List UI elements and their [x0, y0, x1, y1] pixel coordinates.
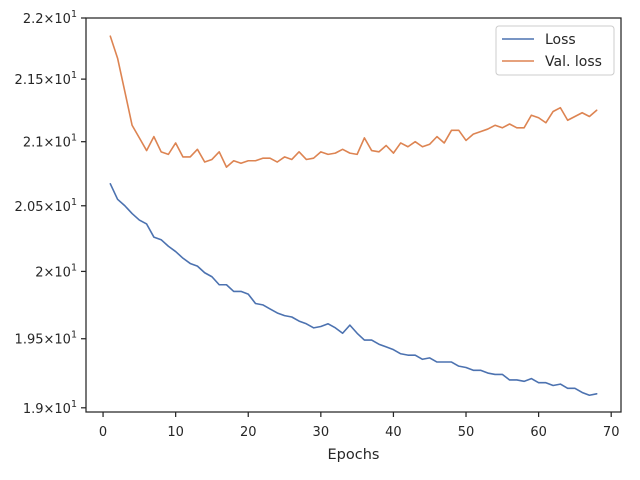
x-tick-label: 10	[167, 425, 184, 440]
plot-area	[86, 18, 621, 412]
x-axis: 0 10 20 30 40 50 60 70	[99, 412, 620, 440]
x-tick-label: 60	[530, 425, 547, 440]
x-tick-label: 30	[313, 425, 330, 440]
y-axis: 1.9×1011.95×1012×1012.05×1012.1×1012.15×…	[15, 9, 86, 417]
y-tick-base: 10	[54, 333, 71, 348]
y-tick-base: 10	[54, 265, 71, 280]
y-tick-label: 2.2×101	[23, 9, 77, 27]
x-axis-title: Epochs	[328, 447, 380, 463]
y-tick-times: ×	[44, 200, 55, 215]
legend: Loss Val. loss	[495, 25, 615, 76]
x-tick-label: 0	[99, 425, 107, 440]
y-tick-mantissa: 2.15	[15, 73, 44, 88]
y-tick-times: ×	[44, 333, 55, 348]
y-tick-times: ×	[44, 136, 55, 151]
y-tick-times: ×	[44, 12, 55, 27]
y-tick-base: 10	[54, 73, 71, 88]
y-tick-mantissa: 1.95	[15, 333, 44, 348]
y-tick-label: 1.9×101	[23, 399, 77, 417]
y-tick-mantissa: 2.05	[15, 200, 44, 215]
y-tick-label: 2.15×101	[15, 70, 77, 88]
y-tick-exponent: 1	[71, 399, 77, 410]
plot-frame	[85, 17, 622, 413]
y-tick-times: ×	[44, 73, 55, 88]
y-tick-label: 1.95×101	[15, 330, 77, 348]
y-tick-mantissa: 1.9	[23, 402, 44, 417]
y-tick-base: 10	[54, 200, 71, 215]
legend-label-val-loss: Val. loss	[545, 54, 602, 70]
series-layer	[109, 35, 598, 397]
series-line-val-loss	[109, 35, 598, 168]
x-tick-label: 70	[603, 425, 620, 440]
y-tick-base: 10	[54, 402, 71, 417]
y-tick-mantissa: 2.1	[23, 136, 44, 151]
y-tick-exponent: 1	[71, 133, 77, 144]
y-tick-exponent: 1	[71, 262, 77, 273]
y-tick-exponent: 1	[71, 330, 77, 341]
y-tick-base: 10	[54, 136, 71, 151]
y-tick-times: ×	[44, 402, 55, 417]
y-tick-mantissa: 2.2	[23, 12, 44, 27]
x-tick-label: 50	[458, 425, 475, 440]
x-tick-label: 20	[240, 425, 257, 440]
y-tick-label: 2.05×101	[15, 197, 77, 215]
y-tick-exponent: 1	[71, 9, 77, 20]
y-tick-exponent: 1	[71, 70, 77, 81]
y-tick-label: 2.1×101	[23, 133, 77, 151]
y-tick-times: ×	[44, 265, 55, 280]
x-tick-label: 40	[385, 425, 402, 440]
legend-label-loss: Loss	[545, 32, 576, 48]
y-tick-label: 2×101	[35, 262, 77, 280]
y-tick-mantissa: 2	[35, 265, 43, 280]
y-tick-exponent: 1	[71, 197, 77, 208]
y-tick-base: 10	[54, 12, 71, 27]
series-line-loss	[109, 183, 598, 397]
